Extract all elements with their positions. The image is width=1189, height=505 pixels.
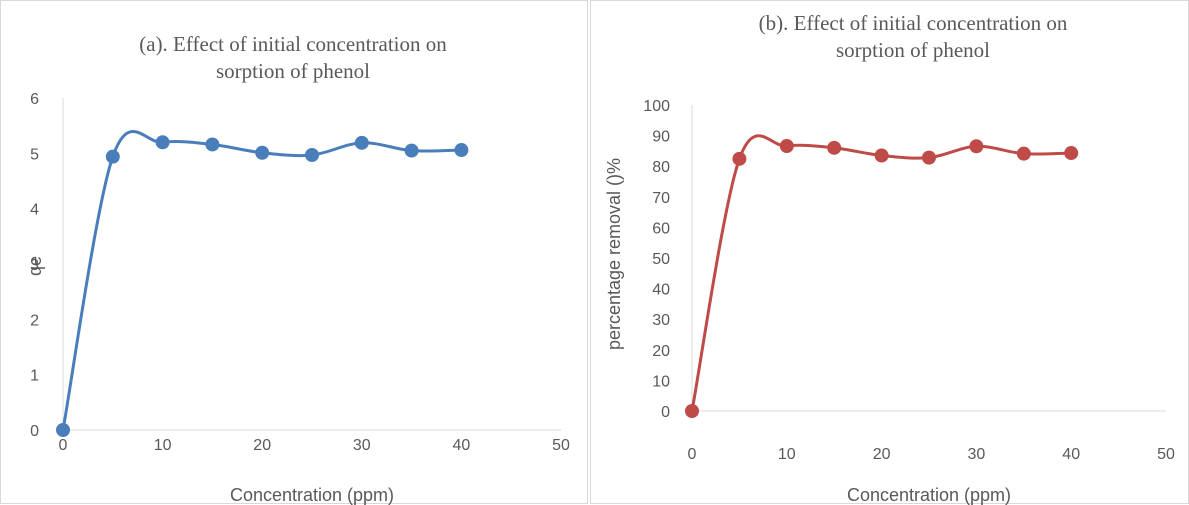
chart-a-y-tick-label: 6 — [30, 91, 39, 108]
chart-a-x-tick-label: 0 — [59, 437, 68, 454]
chart-a-svg: (a). Effect of initial concentration on … — [25, 32, 570, 505]
chart-b-y-tick-label: 80 — [652, 159, 670, 176]
chart-b-data-point — [685, 404, 699, 418]
chart-b-x-tick-label: 30 — [968, 446, 986, 463]
chart-b-title-line-1: (b). Effect of initial concentration on — [759, 11, 1068, 35]
chart-b-title-line-2: sorption of phenol — [836, 38, 990, 62]
chart-b-data-point — [969, 139, 984, 154]
chart-b-y-axis-title: percentage removal ()% — [604, 158, 624, 350]
chart-a-panel: (a). Effect of initial concentration on … — [0, 0, 588, 505]
chart-a-x-tick-label: 20 — [253, 437, 271, 454]
chart-a-data-point — [454, 143, 469, 158]
chart-b-y-tick-label: 90 — [652, 129, 670, 146]
chart-a-title-line-1: (a). Effect of initial concentration on — [139, 32, 447, 56]
chart-b-x-tick-label: 20 — [873, 446, 891, 463]
chart-a-data-point — [105, 149, 120, 164]
chart-b-y-tick-label: 0 — [661, 404, 670, 421]
chart-a-data-point — [305, 147, 319, 162]
chart-a-y-tick-label: 4 — [30, 202, 39, 219]
chart-a-data-point — [404, 143, 419, 158]
chart-b-svg: (b). Effect of initial concentration on … — [604, 11, 1175, 505]
chart-b-y-tick-label: 50 — [652, 251, 670, 268]
chart-a-y-tick-label: 2 — [30, 312, 39, 329]
chart-a-y-tick-label: 1 — [30, 368, 39, 385]
chart-a-x-tick-label: 30 — [353, 437, 371, 454]
chart-b-x-tick-label: 40 — [1062, 446, 1080, 463]
chart-b-series-line — [690, 134, 1072, 412]
chart-a-data-point — [155, 135, 170, 150]
chart-b-y-tick-label: 100 — [643, 98, 670, 115]
chart-a-x-tick-label: 10 — [154, 437, 172, 454]
chart-b-x-axis-title: Concentration (ppm) — [847, 485, 1011, 505]
chart-a-series-line — [61, 130, 462, 431]
chart-b-y-tick-label: 10 — [652, 373, 670, 390]
chart-b-data-point — [1064, 146, 1079, 161]
chart-b-y-tick-label: 40 — [652, 282, 670, 299]
chart-a-title-line-2: sorption of phenol — [216, 59, 370, 83]
chart-b-y-tick-label: 20 — [652, 343, 670, 360]
chart-b-panel: (b). Effect of initial concentration on … — [590, 0, 1189, 505]
chart-a-data-point — [255, 145, 270, 160]
chart-a-x-tick-label: 40 — [453, 437, 471, 454]
chart-a-y-tick-label: 5 — [30, 146, 39, 163]
chart-b-x-tick-label: 10 — [778, 446, 796, 463]
chart-a-y-tick-label: 0 — [30, 423, 39, 440]
chart-b-data-point — [732, 151, 747, 166]
chart-b-x-tick-label: 0 — [688, 446, 697, 463]
chart-a-x-axis-title: Concentration (ppm) — [230, 485, 394, 505]
chart-a-y-tick-label: 3 — [30, 257, 39, 274]
chart-b-data-point — [1016, 146, 1031, 161]
chart-b-data-point — [874, 148, 889, 163]
chart-b-data-point — [922, 150, 936, 165]
chart-a-x-tick-label: 50 — [552, 437, 570, 454]
chart-a-data-point — [354, 135, 369, 150]
chart-b-data-point — [779, 139, 794, 154]
chart-a-data-point — [205, 137, 220, 152]
chart-a-y-axis-title: qe — [25, 256, 45, 276]
chart-b-data-point — [827, 140, 842, 155]
chart-b-x-tick-label: 50 — [1157, 446, 1175, 463]
chart-b-y-tick-label: 30 — [652, 312, 670, 329]
chart-a-data-point — [56, 423, 70, 437]
chart-b-y-tick-label: 60 — [652, 220, 670, 237]
chart-b-y-tick-label: 70 — [652, 190, 670, 207]
